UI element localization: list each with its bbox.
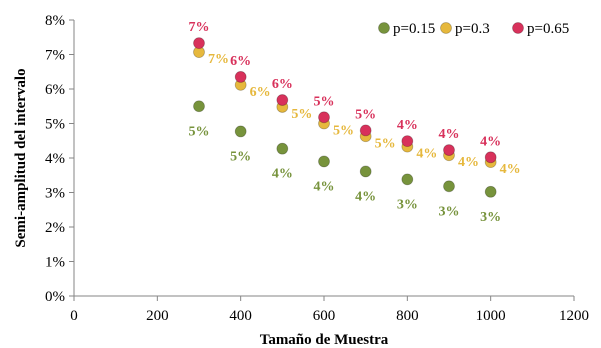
- data-label-p-0-15-500: 4%: [272, 167, 293, 182]
- point-p-0-65-300: [193, 37, 205, 50]
- y-tick-label: 3%: [45, 186, 65, 202]
- x-tick-label: 400: [229, 308, 252, 324]
- y-tick-label: 8%: [45, 13, 65, 29]
- data-label-p-0-65-900: 4%: [439, 127, 460, 142]
- y-tick-label: 6%: [45, 82, 65, 98]
- x-axis-title: Tamaño de Muestra: [260, 332, 389, 348]
- data-label-p-0-15-900: 3%: [439, 204, 460, 219]
- data-label-p-0-3-400: 6%: [250, 85, 271, 100]
- data-label-p-0-65-300: 7%: [189, 20, 210, 35]
- point-p-0-65-1000: [484, 151, 497, 164]
- y-axis-title: Semi-amplitud del intervalo: [13, 68, 29, 247]
- data-label-p-0-65-400: 6%: [230, 54, 251, 69]
- data-label-p-0-65-1000: 4%: [480, 134, 501, 149]
- x-tick-label: 0: [70, 308, 78, 324]
- data-label-p-0-65-600: 5%: [314, 94, 335, 109]
- x-tick-label: 200: [146, 308, 169, 324]
- data-label-p-0-3-300: 7%: [208, 52, 229, 67]
- data-label-p-0-65-700: 5%: [355, 107, 376, 122]
- data-label-p-0-15-300: 5%: [189, 124, 210, 139]
- y-tick-label: 5%: [45, 117, 65, 133]
- y-tick-label: 0%: [45, 289, 65, 305]
- y-tick-label: 7%: [45, 48, 65, 64]
- data-label-p-0-3-500: 5%: [291, 107, 312, 122]
- point-p-0-65-600: [318, 111, 330, 124]
- point-p-0-65-800: [401, 135, 414, 147]
- legend-label-p-0-15: p=0.15: [393, 21, 435, 37]
- y-tick-label: 1%: [45, 255, 65, 271]
- data-label-p-0-15-1000: 3%: [480, 210, 501, 225]
- y-tick-label: 4%: [45, 151, 65, 167]
- point-p-0-15-400: [234, 125, 247, 138]
- point-p-0-65-900: [443, 144, 455, 156]
- point-p-0-15-500: [276, 142, 289, 155]
- data-label-p-0-3-1000: 4%: [500, 162, 521, 177]
- legend-label-p-0-65: p=0.65: [527, 21, 569, 37]
- data-label-p-0-15-700: 4%: [355, 189, 376, 204]
- point-p-0-15-900: [443, 180, 455, 193]
- y-tick-label: 2%: [45, 220, 65, 236]
- point-p-0-15-800: [401, 173, 414, 186]
- data-label-p-0-15-800: 3%: [397, 197, 418, 212]
- legend-marker-p-0-15: [378, 22, 390, 34]
- chart-marks: [193, 37, 497, 198]
- legend-marker-p-0-65: [512, 22, 524, 34]
- chart-data-labels: 5%5%4%4%4%3% 3% 3%7%6%5%5%5%4%4% 4%7%6%6%5%…: [189, 20, 521, 225]
- data-label-p-0-3-600: 5%: [333, 124, 354, 139]
- x-tick-label: 1000: [476, 308, 506, 324]
- data-label-p-0-65-800: 4%: [397, 118, 418, 133]
- chart-axes: 0%1%2%3%4%5%6%7%8%0 200 400 600 800 1000 1200: [45, 13, 589, 324]
- data-label-p-0-15-600: 4%: [314, 179, 335, 194]
- point-p-0-65-700: [359, 124, 372, 137]
- legend-label-p-0-3: p=0.3: [455, 21, 490, 37]
- point-p-0-65-400: [234, 71, 247, 83]
- chart-legend: p=0.15 p=0.3 p=0.65: [378, 21, 569, 37]
- point-p-0-15-1000: [484, 185, 497, 198]
- point-p-0-15-700: [359, 165, 372, 178]
- data-label-p-0-65-500: 6%: [272, 77, 293, 92]
- data-label-p-0-15-400: 5%: [230, 149, 251, 164]
- legend-marker-p-0-3: [440, 22, 452, 34]
- x-tick-label: 1200: [559, 308, 589, 324]
- point-p-0-15-300: [193, 100, 205, 113]
- point-p-0-15-600: [318, 155, 330, 168]
- x-tick-label: 600: [313, 308, 336, 324]
- point-p-0-65-500: [276, 94, 289, 106]
- data-label-p-0-3-800: 4%: [416, 147, 437, 162]
- x-tick-label: 800: [396, 308, 419, 324]
- data-label-p-0-3-700: 5%: [375, 136, 396, 151]
- data-label-p-0-3-900: 4%: [458, 155, 479, 170]
